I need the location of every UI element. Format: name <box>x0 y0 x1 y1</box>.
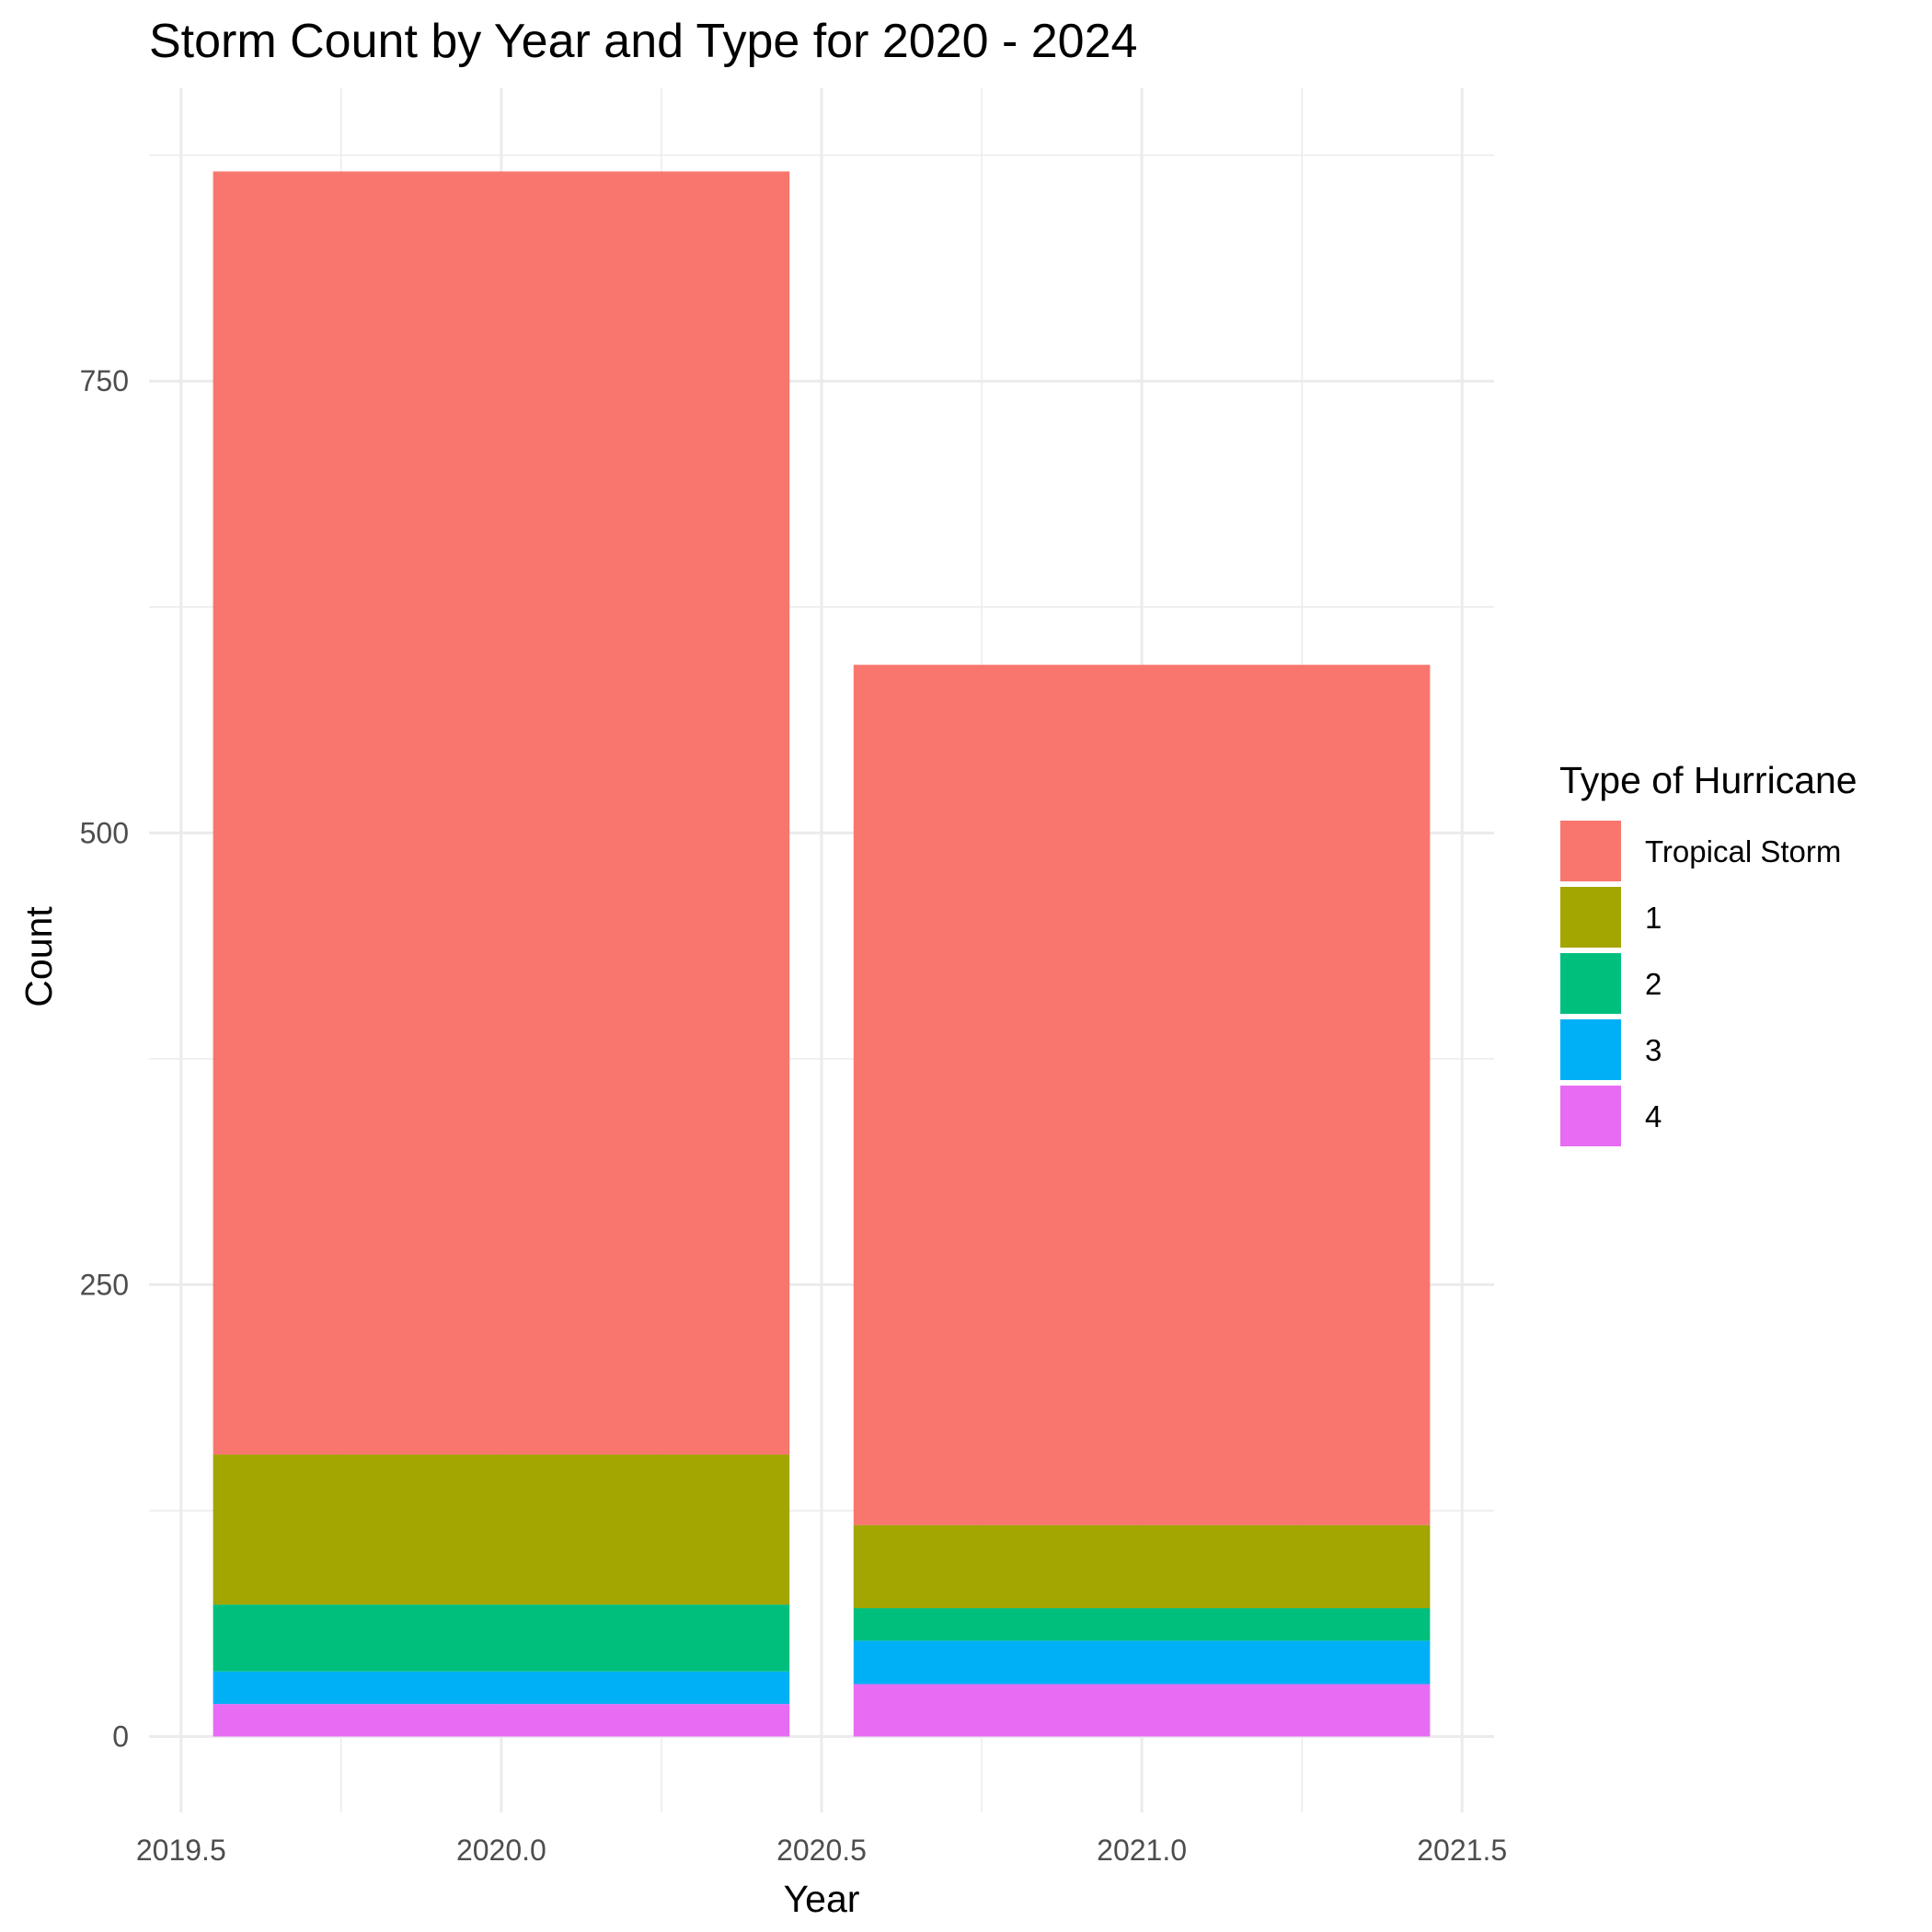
bar-segment-2021-tropical-storm <box>853 664 1431 1525</box>
legend-label: 3 <box>1645 1033 1662 1067</box>
x-tick-label: 2020.0 <box>456 1834 546 1867</box>
y-tick-label: 250 <box>80 1268 129 1301</box>
chart-title: Storm Count by Year and Type for 2020 - … <box>149 15 1137 68</box>
bar-segment-2021-1 <box>853 1524 1431 1609</box>
legend-title: Type of Hurricane <box>1559 759 1857 801</box>
y-tick-label: 0 <box>112 1719 129 1753</box>
y-tick-label: 500 <box>80 816 129 849</box>
x-axis-title: Year <box>784 1878 860 1920</box>
y-axis-tick-labels: 0 250 500 750 <box>80 364 129 1753</box>
bar-segment-2020-1 <box>213 1455 790 1605</box>
legend-label: Tropical Storm <box>1645 834 1841 868</box>
legend-key <box>1560 1019 1621 1080</box>
x-tick-label: 2021.0 <box>1097 1834 1187 1867</box>
bar-segment-2020-tropical-storm <box>213 171 790 1455</box>
bar-segment-2021-2 <box>853 1608 1431 1641</box>
legend-label: 1 <box>1645 901 1662 935</box>
y-tick-label: 750 <box>80 364 129 397</box>
x-tick-label: 2019.5 <box>136 1834 226 1867</box>
legend-key <box>1560 821 1621 881</box>
legend-key <box>1560 953 1621 1014</box>
legend-key <box>1560 1086 1621 1146</box>
bar-segment-2021-4 <box>853 1684 1431 1737</box>
bar-segment-2020-2 <box>213 1604 790 1672</box>
bar-segment-2020-4 <box>213 1704 790 1737</box>
bar-segment-2020-3 <box>213 1671 790 1705</box>
bar-segment-2021-3 <box>853 1640 1431 1685</box>
x-axis-tick-labels: 2019.5 2020.0 2020.5 2021.0 2021.5 <box>136 1834 1507 1867</box>
x-tick-label: 2020.5 <box>776 1834 867 1867</box>
y-axis-title: Count <box>17 906 60 1007</box>
legend-label: 4 <box>1645 1099 1662 1133</box>
bars <box>213 171 1431 1737</box>
legend-label: 2 <box>1645 967 1662 1001</box>
legend-key <box>1560 887 1621 948</box>
legend: Type of Hurricane Tropical Storm 1 2 3 4 <box>1559 759 1857 1146</box>
x-tick-label: 2021.5 <box>1417 1834 1507 1867</box>
